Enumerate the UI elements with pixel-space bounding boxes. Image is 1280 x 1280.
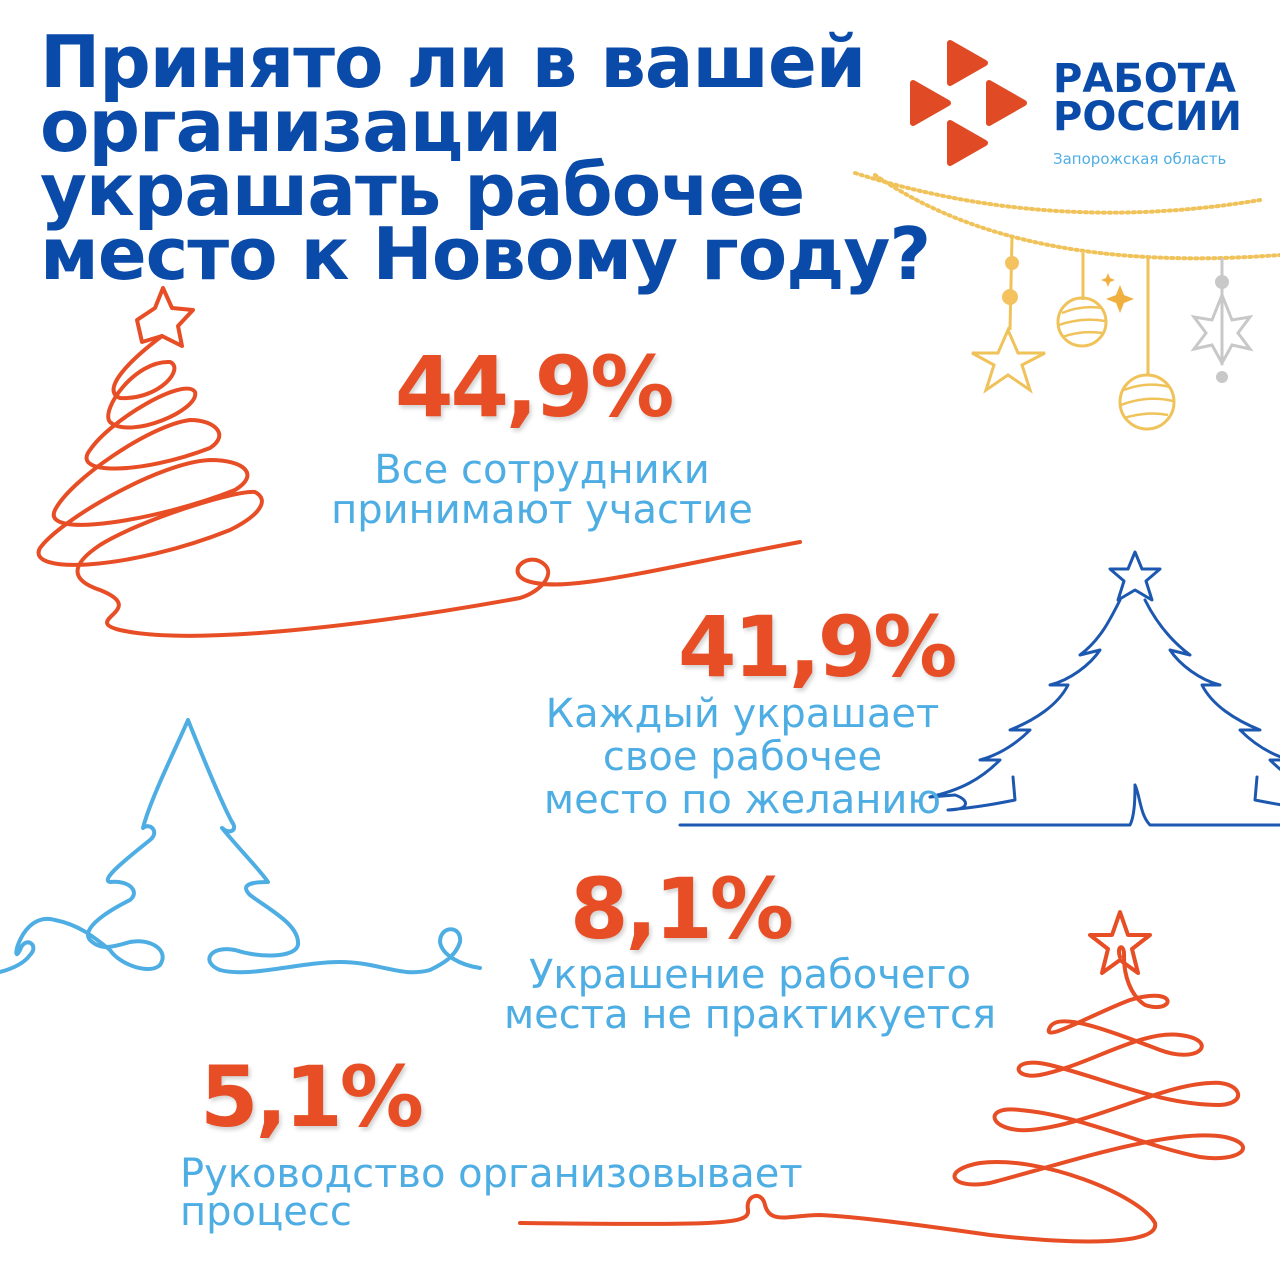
page-title: Принято ли в вашей организации украшать …	[40, 20, 931, 296]
result-4-label-line-1: Руководство организовывает	[180, 1151, 803, 1197]
logo-line-1: РАБОТА	[1053, 56, 1237, 102]
result-2-label-line-2: свое рабочее	[602, 734, 883, 780]
result-1-label-line-1: Все сотрудники	[374, 447, 710, 493]
result-4-label: Руководство организовывает процесс	[180, 1151, 803, 1235]
result-1-label: Все сотрудники принимают участие	[282, 450, 802, 530]
garland-ornaments-icon	[853, 171, 1280, 431]
result-2-label-line-3: место по желанию	[543, 777, 942, 823]
result-4-value: 5,1%	[200, 1048, 424, 1146]
result-2-label-line-1: Каждый украшает	[545, 691, 940, 737]
result-1-label-line-2: принимают участие	[331, 487, 753, 533]
logo-wordmark: РАБОТА РОССИИ	[1053, 56, 1242, 140]
spiral-tree-icon	[36, 286, 802, 638]
result-3-label-line-1: Украшение рабочего	[529, 952, 971, 998]
result-2-label: Каждый украшает свое рабочее место по же…	[505, 693, 980, 822]
result-1-value: 44,9%	[395, 338, 674, 436]
title-line-2: организации	[40, 84, 562, 168]
squiggle-tree-icon	[0, 718, 482, 975]
title-line-1: Принято ли в вашей	[40, 20, 866, 104]
result-3-label-line-2: места не практикуется	[503, 992, 997, 1038]
logo-region: Запорожская область	[1053, 150, 1227, 168]
result-3-label: Украшение рабочего места не практикуется	[485, 955, 1015, 1035]
four-arrows-logo-icon	[910, 40, 1027, 166]
logo-line-2: РОССИИ	[1053, 94, 1242, 140]
result-4-label-line-2: процесс	[180, 1189, 352, 1235]
loop-tree-icon	[518, 910, 1246, 1244]
title-line-4: место к Новому году?	[40, 212, 931, 296]
title-line-3: украшать рабочее	[40, 148, 805, 232]
result-2-value: 41,9%	[678, 598, 957, 696]
outline-tree-icon	[678, 550, 1280, 827]
result-3-value: 8,1%	[570, 860, 794, 958]
